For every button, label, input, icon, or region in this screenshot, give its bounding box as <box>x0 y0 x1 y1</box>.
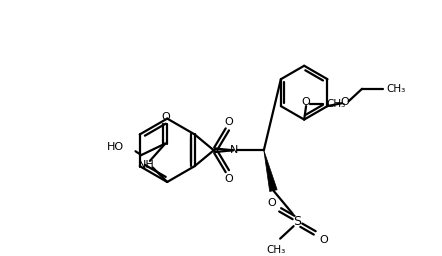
Text: NH: NH <box>138 160 154 170</box>
Text: O: O <box>224 174 232 184</box>
Text: CH₃: CH₃ <box>386 84 405 94</box>
Text: CH₃: CH₃ <box>326 99 346 109</box>
Text: O: O <box>161 112 170 122</box>
Text: CH₃: CH₃ <box>267 245 286 255</box>
Polygon shape <box>264 150 277 191</box>
Text: N: N <box>230 145 238 155</box>
Text: O: O <box>224 117 232 127</box>
Text: HO: HO <box>107 142 124 152</box>
Text: S: S <box>293 215 301 228</box>
Text: O: O <box>319 234 328 245</box>
Text: O: O <box>340 97 349 107</box>
Text: O: O <box>267 198 276 208</box>
Text: O: O <box>302 97 310 107</box>
